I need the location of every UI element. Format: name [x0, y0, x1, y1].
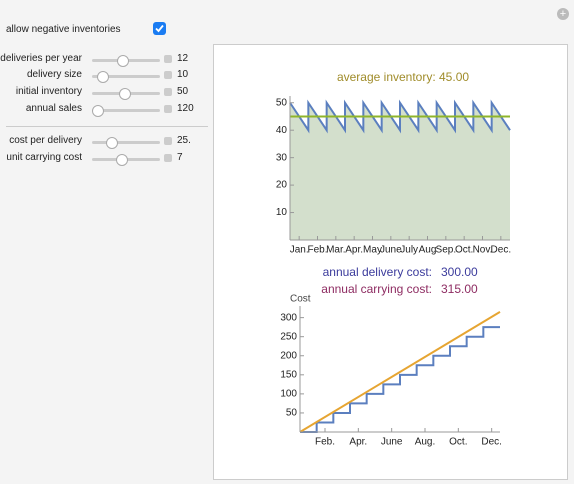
slider-value: 7: [177, 152, 183, 163]
x-tick-label: Feb.: [315, 437, 335, 448]
slider-thumb[interactable]: [117, 55, 129, 67]
x-tick-label: July: [400, 245, 418, 256]
slider-label: annual sales: [25, 103, 82, 114]
y-tick-label: 250: [280, 331, 297, 342]
x-tick-label: Dec.: [491, 245, 512, 256]
y-tick-label: 40: [276, 125, 288, 136]
slider-value: 50: [177, 86, 189, 97]
y-axis-label: Cost: [290, 294, 311, 305]
slider-value: 12: [177, 53, 189, 64]
x-tick-label: Aug.: [415, 437, 436, 448]
x-tick-label: Jan.: [290, 245, 309, 256]
slider-track[interactable]: [92, 109, 160, 112]
slider-expand[interactable]: [164, 105, 172, 113]
slider-row: deliveries per year 12: [0, 52, 200, 68]
x-tick-label: Sep.: [436, 245, 457, 256]
y-tick-label: 30: [276, 152, 288, 163]
slider-thumb[interactable]: [116, 154, 128, 166]
expand-button[interactable]: +: [557, 8, 569, 20]
slider-row: initial inventory 50: [0, 85, 200, 101]
x-tick-label: May: [363, 245, 382, 256]
area: [290, 102, 510, 241]
annotation-label: annual carrying cost:: [321, 282, 432, 296]
y-tick-label: 50: [286, 408, 298, 419]
slider-expand[interactable]: [164, 137, 172, 145]
slider-value: 25.: [177, 135, 191, 146]
slider-label: deliveries per year: [0, 53, 82, 64]
line: [300, 326, 500, 433]
y-tick-label: 200: [280, 350, 297, 361]
x-tick-label: June: [380, 245, 402, 256]
slider-value: 120: [177, 103, 194, 114]
slider-track[interactable]: [92, 141, 160, 144]
y-tick-label: 20: [276, 180, 288, 191]
slider-row: annual sales 120: [0, 102, 200, 118]
x-tick-label: Nov.: [473, 245, 493, 256]
slider-expand[interactable]: [164, 55, 172, 63]
slider-thumb[interactable]: [106, 137, 118, 149]
slider-thumb[interactable]: [97, 71, 109, 83]
y-tick-label: 300: [280, 312, 297, 323]
x-tick-label: Mar.: [326, 245, 345, 256]
slider-label: initial inventory: [15, 86, 82, 97]
y-tick-label: 10: [276, 207, 288, 218]
slider-label: cost per delivery: [9, 135, 82, 146]
x-tick-label: Aug: [419, 245, 437, 256]
slider-expand[interactable]: [164, 71, 172, 79]
chart-title: average inventory: 45.00: [337, 70, 469, 84]
slider-expand[interactable]: [164, 88, 172, 96]
slider-row: unit carrying cost 7: [0, 151, 200, 167]
slider-track[interactable]: [92, 75, 160, 78]
x-tick-label: Feb.: [307, 245, 327, 256]
slider-thumb[interactable]: [92, 105, 104, 117]
x-tick-label: Dec.: [481, 437, 502, 448]
slider-row: delivery size 10: [0, 68, 200, 84]
separator: [6, 126, 208, 127]
x-tick-label: Apr.: [345, 245, 363, 256]
annotation-value: 315.00: [441, 282, 478, 296]
slider-row: cost per delivery 25.: [0, 134, 200, 150]
y-tick-label: 50: [276, 97, 288, 108]
x-tick-label: Oct.: [449, 437, 467, 448]
y-tick-label: 150: [280, 369, 297, 380]
slider-thumb[interactable]: [119, 88, 131, 100]
check: [155, 24, 164, 33]
checkbox-label: allow negative inventories: [6, 24, 121, 35]
x-tick-label: Oct.: [455, 245, 473, 256]
checkbox[interactable]: [153, 22, 166, 35]
annotation-value: 300.00: [441, 265, 478, 279]
x-tick-label: Apr.: [349, 437, 367, 448]
slider-label: unit carrying cost: [6, 152, 82, 163]
x-tick-label: June: [381, 437, 403, 448]
annotation-label: annual delivery cost:: [323, 265, 432, 279]
y-tick-label: 100: [280, 389, 297, 400]
slider-label: delivery size: [26, 69, 82, 80]
line: [299, 311, 501, 433]
slider-expand[interactable]: [164, 154, 172, 162]
slider-value: 10: [177, 69, 189, 80]
